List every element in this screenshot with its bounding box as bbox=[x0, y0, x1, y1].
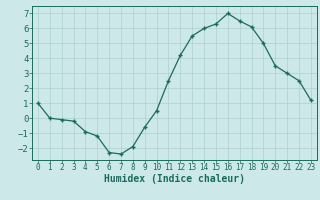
X-axis label: Humidex (Indice chaleur): Humidex (Indice chaleur) bbox=[104, 174, 245, 184]
